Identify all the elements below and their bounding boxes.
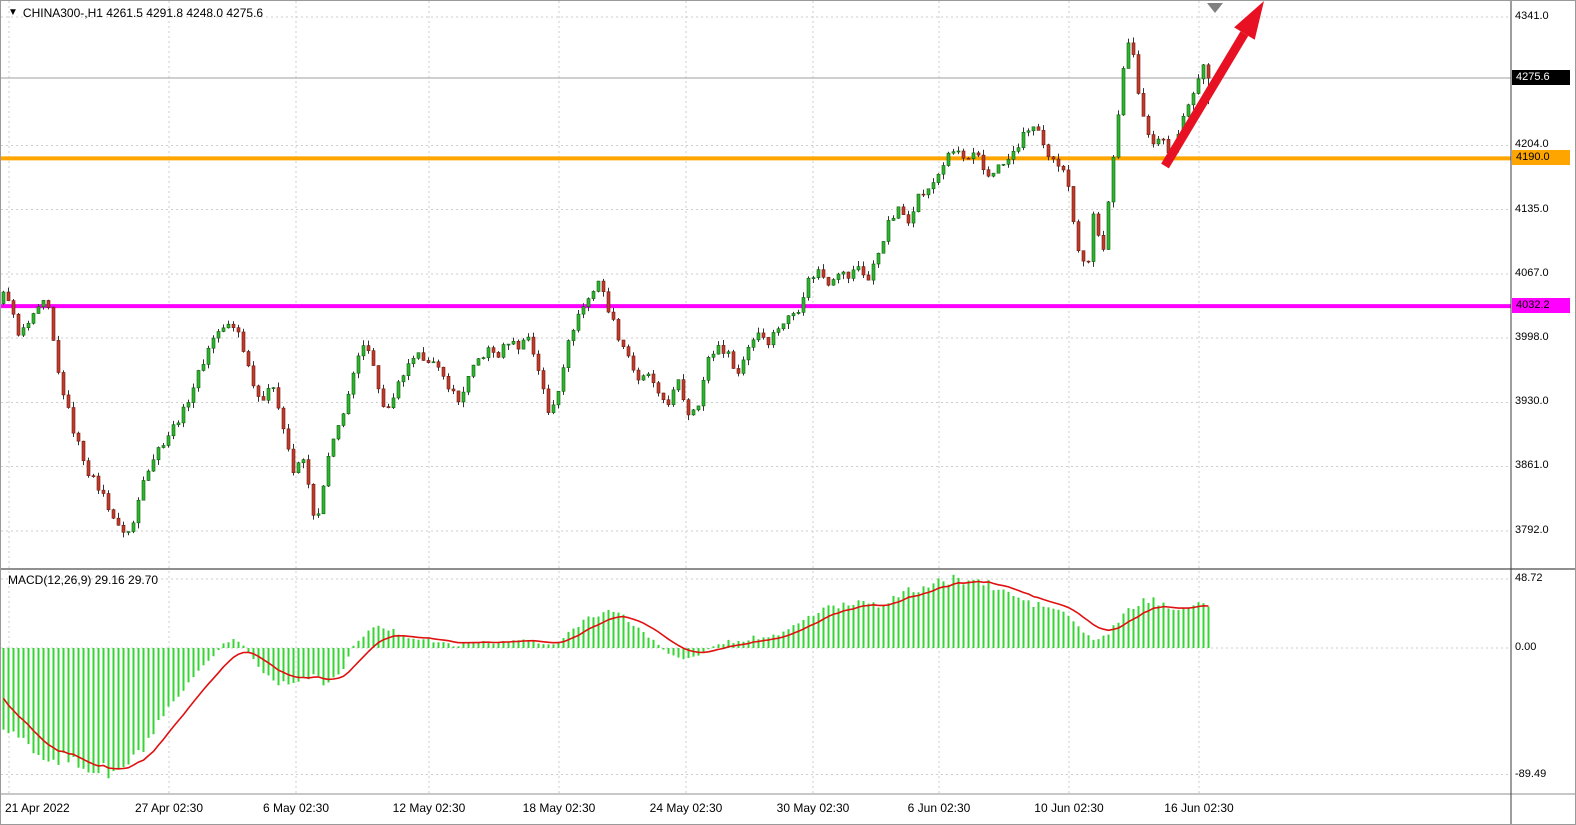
time-axis-label: 24 May 02:30 (649, 801, 723, 815)
time-axis-label: 18 May 02:30 (522, 801, 596, 815)
macd-histogram (2, 574, 1210, 779)
symbol-header: ▼ CHINA300-,H1 4261.5 4291.8 4248.0 4275… (8, 6, 263, 20)
time-axis-label: 21 Apr 2022 (5, 801, 70, 815)
time-axis-label: 6 May 02:30 (262, 801, 330, 815)
price-scale-label: 4204.0 (1515, 138, 1549, 151)
grid-lines (1, 1, 1511, 794)
price-scale-label: 4135.0 (1515, 202, 1549, 215)
time-axis-label: 30 May 02:30 (776, 801, 850, 815)
price-scale-label: 3998.0 (1515, 331, 1549, 344)
macd-scale-label: 48.72 (1515, 571, 1543, 584)
price-scale-label: 3792.0 (1515, 524, 1549, 537)
time-axis-label: 10 Jun 02:30 (1034, 801, 1104, 815)
time-axis-label: 12 May 02:30 (392, 801, 466, 815)
time-axis-label: 27 Apr 02:30 (134, 801, 204, 815)
macd-indicator-label: MACD(12,26,9) 29.16 29.70 (8, 573, 159, 587)
macd-scale-label: 0.00 (1515, 641, 1537, 653)
chart-shift-marker-icon (1207, 3, 1223, 13)
price-scale-label: 3930.0 (1515, 394, 1549, 407)
current-price-tag: 4275.6 (1512, 70, 1570, 86)
macd-scale-label: -89.49 (1515, 767, 1547, 780)
price-scale-label: 4341.0 (1515, 10, 1549, 22)
candles (1, 37, 1211, 538)
symbol-marker-icon: ▼ (8, 7, 18, 18)
time-axis-label: 6 Jun 02:30 (907, 801, 971, 815)
trend-arrow[interactable] (1161, 1, 1264, 169)
time-axis-label: 16 Jun 02:30 (1164, 801, 1234, 815)
price-scale-label: 3861.0 (1515, 459, 1549, 472)
orange-level-price-tag: 4190.0 (1512, 150, 1570, 166)
price-scale-label: 4067.0 (1515, 266, 1549, 279)
magenta-level-price-tag: 4032.2 (1512, 298, 1570, 314)
symbol-ohlc-label: CHINA300-,H1 4261.5 4291.8 4248.0 4275.6 (22, 6, 264, 20)
macd-signal-line (2, 580, 1209, 770)
